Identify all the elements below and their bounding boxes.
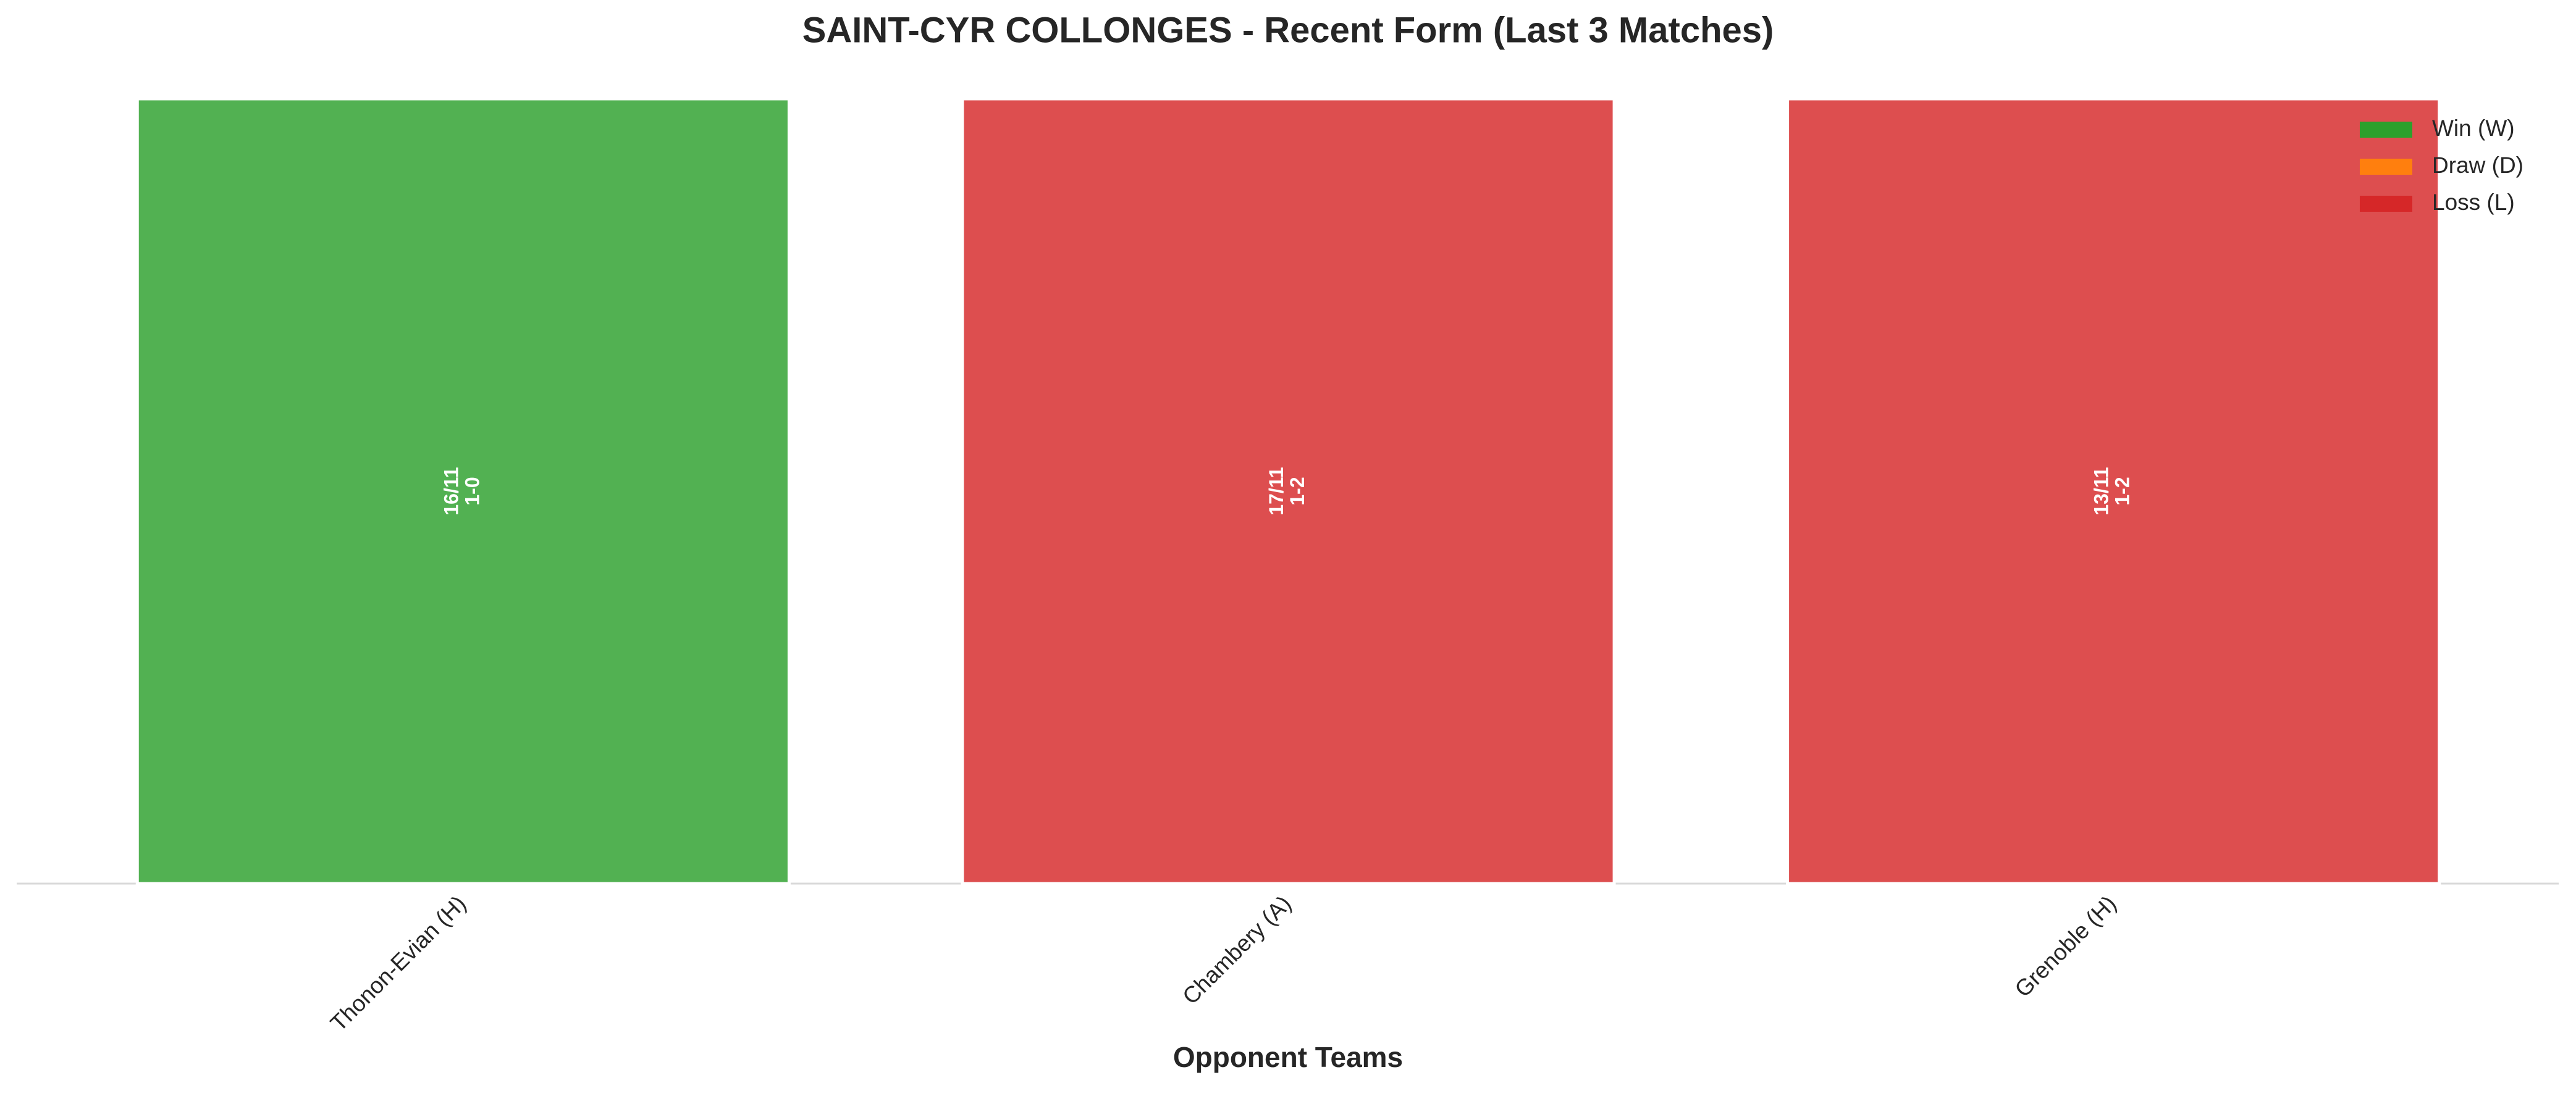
x-tick-label: Thonon-Evian (H) — [326, 891, 471, 1036]
legend-label: Draw (D) — [2432, 153, 2523, 178]
chart-title: SAINT-CYR COLLONGES - Recent Form (Last … — [802, 10, 1774, 50]
bar — [1786, 97, 2441, 885]
legend-swatch — [2360, 122, 2412, 138]
bar-date-label: 13/11 — [2090, 467, 2113, 515]
bar-score-label: 1-0 — [461, 477, 483, 505]
bar-date-label: 17/11 — [1265, 467, 1287, 515]
x-tick-label: Grenoble (H) — [2010, 891, 2121, 1002]
x-axis-label: Opponent Teams — [1173, 1041, 1403, 1073]
legend-swatch — [2360, 196, 2412, 212]
bar-date-label: 16/11 — [440, 467, 462, 515]
bar-score-label: 1-2 — [2111, 477, 2134, 505]
legend-label: Loss (L) — [2432, 190, 2515, 215]
legend-label: Win (W) — [2432, 115, 2515, 141]
bar — [961, 97, 1616, 885]
x-tick-label: Chambery (A) — [1177, 891, 1296, 1010]
legend-swatch — [2360, 159, 2412, 175]
bar-score-label: 1-2 — [1286, 477, 1308, 505]
bar — [135, 97, 791, 885]
